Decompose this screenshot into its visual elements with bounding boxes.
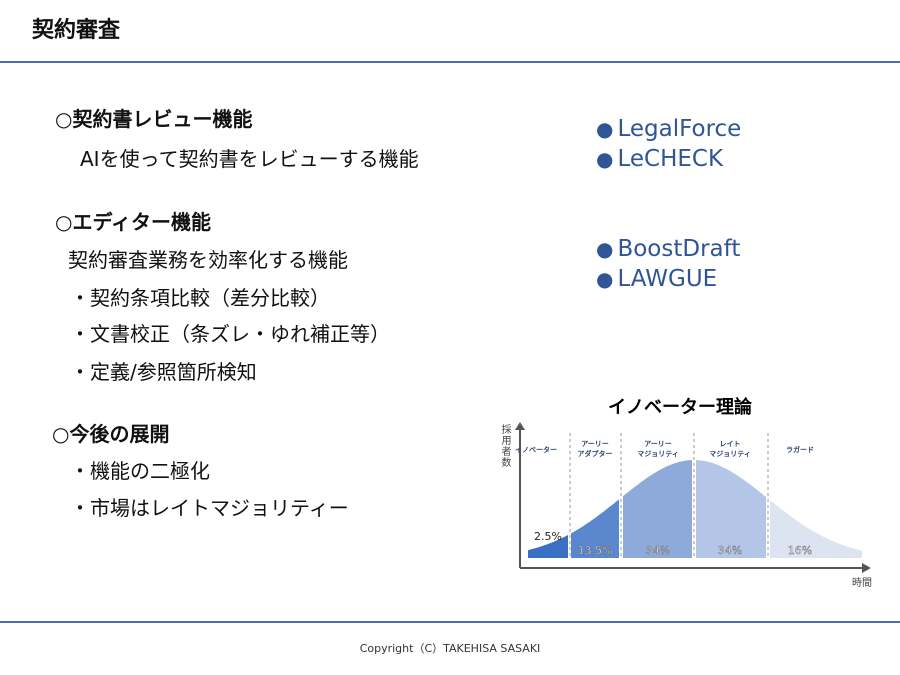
segment-percent: 2.5% [534,530,562,543]
segment-label: アーリーアダプター [578,440,613,458]
curve-segment [528,535,568,558]
innovation-curve-diagram: イノベーター理論 イノベーター 2.5% アーリーアダプター 13.5% アーリーマジョ… [515,396,872,589]
section-bullet: ・市場はレイトマジョリティー [70,496,349,520]
y-axis-arrow-icon [515,422,525,430]
x-axis-label: 時間 [852,577,872,589]
curve-segment [571,499,619,558]
y-axis-label: 採用者数 [499,424,510,468]
section-heading-editor: ○エディター機能 [55,210,212,234]
section-text: AIを使って契約書をレビューする機能 [80,147,419,171]
product-item: ● LeCHECK [596,146,723,172]
product-name: LegalForce [617,116,742,142]
section-bullet: ・機能の二極化 [70,459,210,483]
section-bullet: ・定義/参照箇所検知 [70,360,257,384]
footer-divider [0,621,900,623]
product-name: BoostDraft [617,236,741,262]
curve-segment [770,500,862,558]
diagram-title: イノベーター理論 [608,396,753,418]
page-title: 契約審査 [32,18,121,43]
section-bullet: ・契約条項比較（差分比較） [70,286,330,310]
segment-percent: 16% [788,544,812,557]
copyright: Copyright（C）TAKEHISA SASAKI [359,642,541,655]
product-item: ● LAWGUE [596,266,717,292]
segment-label: イノベーター [515,445,557,454]
header-divider [0,61,900,63]
product-item: ● BoostDraft [596,236,740,262]
bullet-icon: ● [596,117,614,141]
product-name: LeCHECK [617,146,724,172]
bullet-icon: ● [596,147,614,171]
section-bullet: ・文書校正（条ズレ・ゆれ補正等） [70,322,390,346]
segment-percent: 34% [646,544,670,557]
segment-label: レイトマジョリティ [709,440,751,458]
curve-segment [696,460,766,558]
section-text: 契約審査業務を効率化する機能 [68,248,348,272]
segment-label: ラガード [786,445,814,454]
section-heading-future: ○今後の展開 [52,422,170,446]
segment-percent: 13.5% [578,544,613,557]
segment-percent: 34% [718,544,742,557]
x-axis-arrow-icon [862,563,871,573]
curve-segment [623,460,692,558]
product-item: ● LegalForce [596,116,741,142]
product-name: LAWGUE [617,266,718,292]
bullet-icon: ● [596,237,614,261]
section-heading-review: ○契約書レビュー機能 [55,107,253,131]
segment-label: アーリーマジョリティ [637,440,679,458]
bullet-icon: ● [596,267,614,291]
